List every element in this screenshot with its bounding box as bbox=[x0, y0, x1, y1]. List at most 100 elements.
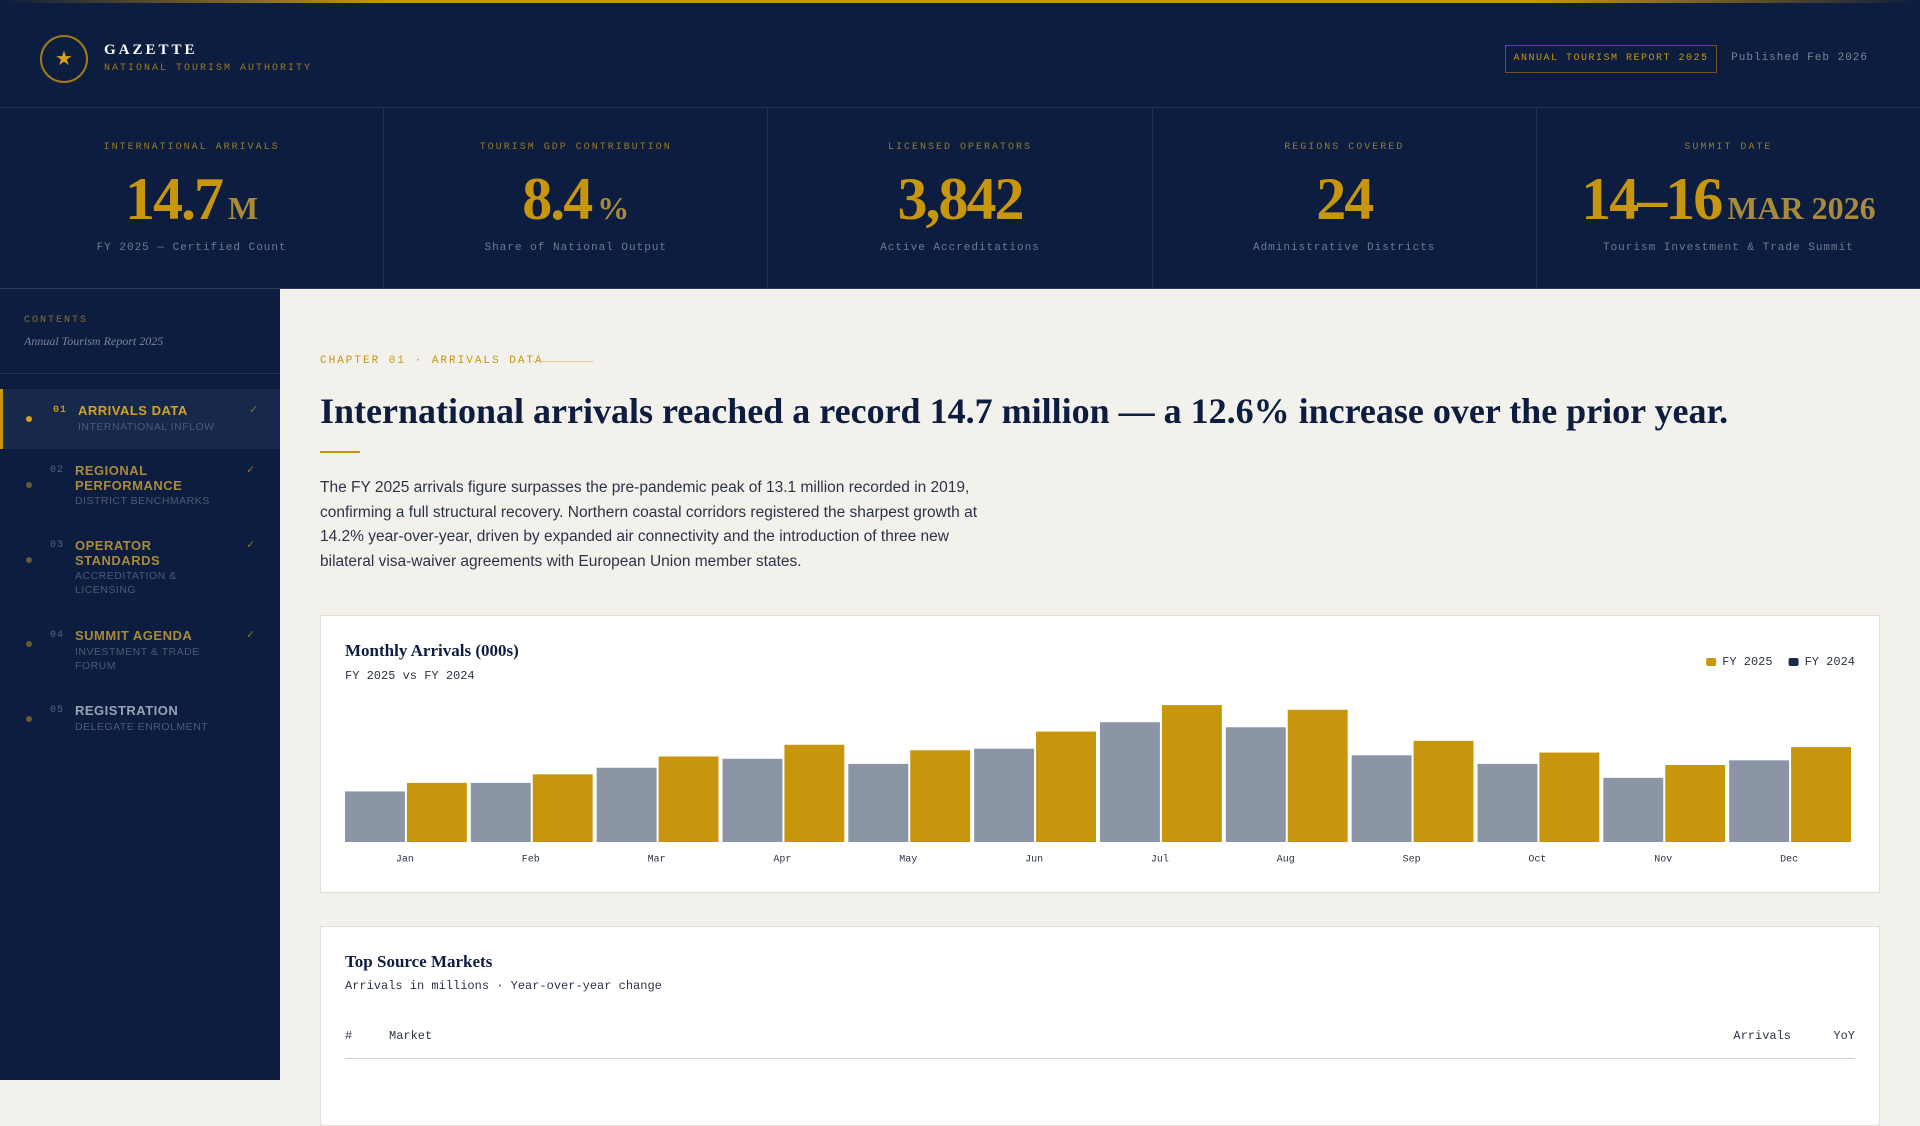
legend-label: FY 2024 bbox=[1805, 655, 1855, 669]
nav-number: 03 bbox=[50, 540, 65, 551]
bar bbox=[848, 763, 909, 842]
nav-check: ✓ bbox=[249, 404, 259, 416]
header: ★ GAZETTE NATIONAL TOURISM AUTHORITY ANN… bbox=[0, 0, 1920, 289]
x-tick-label: Feb bbox=[522, 854, 540, 866]
nav-dot bbox=[26, 641, 32, 647]
kpi-value-row: 3,842 bbox=[768, 165, 1151, 232]
kpi-unit: M bbox=[228, 190, 259, 226]
bar bbox=[596, 767, 657, 842]
sidebar-subheading: Annual Tourism Report 2025 bbox=[24, 334, 164, 348]
nav-check: ✓ bbox=[246, 464, 256, 476]
kpi-value: 14.7 bbox=[125, 166, 224, 232]
legend-swatch bbox=[1706, 658, 1717, 666]
nav-check: ✓ bbox=[246, 629, 256, 641]
bar bbox=[658, 756, 719, 842]
kpi-value: 8.4 bbox=[522, 166, 593, 232]
x-tick-label: Aug bbox=[1277, 855, 1295, 866]
nav-item[interactable]: 03 OPERATOR STANDARDS ACCREDITATION & LICE… bbox=[0, 524, 280, 609]
nav-item[interactable]: 01 ARRIVALS DATA INTERNATIONAL INFLOW ✓ bbox=[0, 389, 280, 449]
kpi-note: Administrative Districts bbox=[1252, 242, 1436, 254]
column-header: Market bbox=[389, 1029, 433, 1043]
kpi-unit: MAR 2026 bbox=[1727, 190, 1876, 226]
bar bbox=[1729, 760, 1790, 842]
brand: GAZETTE bbox=[104, 42, 198, 58]
bar bbox=[470, 782, 531, 842]
brand-subtitle: NATIONAL TOURISM AUTHORITY bbox=[104, 63, 313, 74]
column-header: # bbox=[345, 1029, 353, 1043]
report-badge[interactable]: ANNUAL TOURISM REPORT 2025 bbox=[1505, 45, 1717, 73]
nav-check: ✓ bbox=[246, 539, 256, 551]
x-tick-label: Dec bbox=[1780, 855, 1798, 866]
kpi-value: 24 bbox=[1316, 166, 1374, 232]
chart: Monthly Arrivals (000s) FY 2025 vs FY 20… bbox=[345, 641, 1855, 866]
nav-item[interactable]: 05 REGISTRATION DELEGATE ENROLMENT bbox=[0, 689, 280, 744]
accent-line bbox=[0, 0, 1920, 3]
bar bbox=[910, 750, 971, 842]
nav-subtitle: INTERNATIONAL INFLOW bbox=[78, 421, 215, 433]
kpi-card: TOURISM GDP CONTRIBUTION 8.4% Share of Nat… bbox=[384, 108, 769, 288]
nav-number: 04 bbox=[50, 630, 65, 641]
column-header: Arrivals bbox=[1733, 1029, 1791, 1043]
kpi-value: 14–16 bbox=[1581, 166, 1723, 232]
chapter-label: CHAPTER 01 · ARRIVALS DATA bbox=[320, 355, 544, 367]
nav-title: OPERATOR STANDARDS bbox=[75, 538, 161, 568]
x-tick-label: Mar bbox=[648, 855, 666, 866]
kpi-note: Share of National Output bbox=[484, 242, 668, 254]
bar bbox=[1477, 763, 1538, 842]
x-tick-label: Jun bbox=[1025, 855, 1043, 866]
sidebar-heading: CONTENTS bbox=[24, 315, 89, 326]
bar bbox=[1161, 705, 1222, 842]
column-header: YoY bbox=[1833, 1029, 1855, 1043]
published-date: Published Feb 2026 bbox=[1731, 52, 1868, 64]
nav-dot bbox=[26, 716, 32, 722]
nav-number: 05 bbox=[50, 705, 65, 716]
nav-subtitle: INVESTMENT & TRADE FORUM bbox=[75, 646, 200, 672]
nav-subtitle: DISTRICT BENCHMARKS bbox=[75, 495, 210, 507]
bar bbox=[1539, 752, 1600, 842]
x-tick-label: Sep bbox=[1403, 855, 1421, 866]
kpi-value: 3,842 bbox=[897, 166, 1025, 232]
sidebar: CONTENTS Annual Tourism Report 2025 01 AR… bbox=[0, 289, 280, 1080]
rule bbox=[320, 451, 360, 453]
kpi-label: LICENSED OPERATORS bbox=[887, 142, 1033, 153]
kpi-card: SUMMIT DATE 14–16 MAR 2026 Tourism Investme… bbox=[1537, 108, 1920, 288]
divider bbox=[0, 373, 280, 374]
bar bbox=[1287, 709, 1348, 842]
table-subtitle: Arrivals in millions · Year-over-year ch… bbox=[345, 979, 662, 993]
nav-title: SUMMIT AGENDA bbox=[75, 628, 193, 643]
legend-label: FY 2025 bbox=[1722, 655, 1772, 669]
x-tick-label: Apr bbox=[773, 855, 791, 866]
kpi-value-row: 14.7 M bbox=[0, 165, 383, 232]
bar bbox=[1036, 731, 1096, 842]
bar bbox=[974, 748, 1035, 842]
bar bbox=[1791, 747, 1851, 842]
nav-number: 02 bbox=[50, 465, 65, 476]
kpi-label: TOURISM GDP CONTRIBUTION bbox=[479, 142, 672, 153]
nav-number: 01 bbox=[53, 405, 68, 416]
legend-swatch bbox=[1788, 658, 1799, 666]
kpi-label: INTERNATIONAL ARRIVALS bbox=[103, 142, 280, 153]
kpi-unit: % bbox=[597, 190, 630, 226]
nav-subtitle: ACCREDITATION & LICENSING bbox=[75, 570, 177, 596]
x-tick-label: May bbox=[899, 855, 917, 866]
x-tick-label: Jul bbox=[1151, 854, 1169, 866]
kpi-note: Tourism Investment & Trade Summit bbox=[1602, 242, 1854, 254]
bar bbox=[1665, 765, 1726, 842]
kpi-value-row: 8.4% bbox=[384, 165, 767, 232]
chart-subtitle: FY 2025 vs FY 2024 bbox=[345, 669, 475, 683]
nav-dot bbox=[26, 557, 32, 563]
logo: ★ bbox=[40, 35, 88, 83]
nav-item[interactable]: 04 SUMMIT AGENDA INVESTMENT & TRADE FORUM ✓ bbox=[0, 614, 280, 684]
kpi-value-row: 14–16 MAR 2026 bbox=[1537, 165, 1920, 232]
x-tick-label: Nov bbox=[1654, 855, 1672, 866]
x-tick-label: Jan bbox=[396, 855, 414, 866]
headline: International arrivals reached a record … bbox=[320, 391, 1729, 431]
kpi-label: SUMMIT DATE bbox=[1684, 142, 1773, 153]
nav-dot bbox=[26, 416, 32, 422]
nav-title: ARRIVALS DATA bbox=[78, 403, 188, 418]
nav-item[interactable]: 02 REGIONAL PERFORMANCE DISTRICT BENCHMARK… bbox=[0, 449, 280, 519]
x-tick-label: Oct bbox=[1528, 855, 1546, 866]
bar bbox=[1225, 727, 1286, 842]
chart-title: Monthly Arrivals (000s) bbox=[345, 641, 519, 660]
